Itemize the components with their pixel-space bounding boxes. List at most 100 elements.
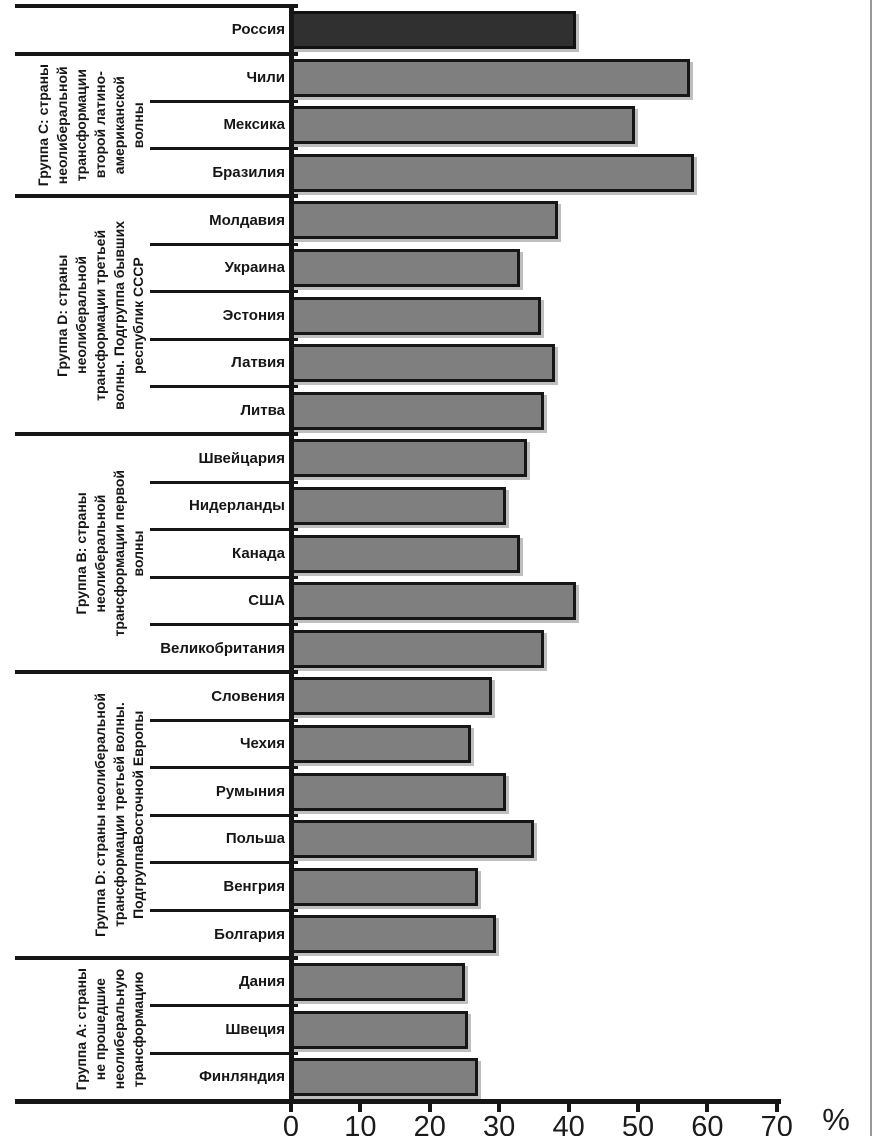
bar <box>291 487 507 525</box>
country-label: Литва <box>240 402 285 420</box>
country-label: Великобритания <box>160 640 285 658</box>
x-axis-line <box>15 1099 781 1104</box>
country-separator-line <box>150 337 298 341</box>
country-label: Швеция <box>225 1020 285 1038</box>
bar <box>291 344 555 383</box>
bar <box>291 58 691 97</box>
country-separator-line <box>150 1004 298 1008</box>
x-axis-tick-label: 60 <box>691 1111 724 1136</box>
group-label-text: Группа D: страны неолиберальной трансфор… <box>92 693 146 938</box>
country-label: Чехия <box>240 735 285 753</box>
bar <box>291 1058 479 1097</box>
bar <box>291 153 694 192</box>
x-axis-tick <box>566 1104 571 1112</box>
country-label: Венгрия <box>223 878 285 896</box>
group-label: Группа D: страны неолиберальной трансфор… <box>15 672 148 958</box>
group-label-text: Группа D: страны неолиберальной трансфор… <box>54 220 146 410</box>
x-axis-tick-label: 40 <box>552 1111 585 1136</box>
group-separator-line <box>15 194 298 199</box>
country-separator-line <box>150 242 298 246</box>
group-separator-line <box>15 51 298 56</box>
bar <box>291 629 545 668</box>
country-separator-line <box>150 147 298 151</box>
bar <box>291 1010 468 1049</box>
group-label: Группа D: страны неолиберальной трансфор… <box>15 196 148 434</box>
bar <box>291 963 465 1001</box>
bar <box>291 249 521 287</box>
country-label: Словения <box>211 687 285 705</box>
country-label: Бразилия <box>212 164 285 182</box>
bar <box>291 867 479 906</box>
page-edge-line <box>870 0 872 1136</box>
country-separator-line <box>150 908 298 912</box>
x-axis-tick-label: 30 <box>483 1111 516 1136</box>
country-separator-line <box>150 528 298 532</box>
country-label: Швейцария <box>198 449 285 467</box>
country-label: Нидерланды <box>189 497 285 515</box>
country-label: Финляндия <box>199 1068 285 1086</box>
country-separator-line <box>150 718 298 722</box>
x-axis-tick <box>705 1104 710 1112</box>
x-axis-tick-label: 20 <box>413 1111 446 1136</box>
country-label: Чили <box>246 68 285 86</box>
x-axis-unit-label: % <box>822 1102 850 1136</box>
bar <box>291 439 527 478</box>
country-separator-line <box>150 1051 298 1055</box>
x-axis-tick <box>427 1104 432 1112</box>
x-axis-tick-label: 10 <box>344 1111 377 1136</box>
group-separator-line <box>15 956 298 960</box>
country-label: Канада <box>232 544 285 562</box>
country-label: Дания <box>238 973 285 991</box>
group-separator-line <box>15 670 298 675</box>
bar <box>291 772 507 811</box>
x-axis-tick <box>358 1104 363 1112</box>
country-separator-line <box>150 385 298 389</box>
bar <box>291 677 493 716</box>
x-axis-tick <box>774 1104 779 1112</box>
y-axis-line <box>289 6 294 1104</box>
group-label-text: Группа A: страны не прошедшие неолиберал… <box>73 968 146 1091</box>
group-label: Группа C: страны неолиберальной трансфор… <box>15 54 148 197</box>
country-separator-line <box>150 99 298 103</box>
group-label: Группа A: страны не прошедшие неолиберал… <box>15 958 148 1101</box>
country-separator-line <box>150 766 298 770</box>
country-label: Украина <box>224 259 285 277</box>
x-axis-tick <box>497 1104 502 1112</box>
group-label-text: Группа C: страны неолиберальной трансфор… <box>35 63 146 187</box>
country-label: Молдавия <box>209 211 285 229</box>
country-label: Румыния <box>215 782 285 800</box>
bar <box>291 296 541 335</box>
bar <box>291 820 534 859</box>
country-label: Мексика <box>223 116 285 134</box>
group-separator-line <box>15 4 298 8</box>
bar <box>291 534 521 573</box>
country-label: Россия <box>231 21 285 39</box>
bar <box>291 582 576 621</box>
x-axis-tick-label: 70 <box>760 1111 793 1136</box>
country-label: Болгария <box>214 925 285 943</box>
bar <box>291 725 472 763</box>
country-label: Польша <box>225 830 285 848</box>
country-separator-line <box>150 575 298 579</box>
bar <box>291 915 496 954</box>
bar <box>291 106 635 145</box>
country-separator-line <box>150 861 298 865</box>
country-label: Латвия <box>231 354 285 372</box>
x-axis-tick-label: 50 <box>621 1111 655 1136</box>
bar <box>291 201 559 240</box>
x-axis-tick <box>289 1104 293 1112</box>
country-separator-line <box>150 480 298 484</box>
group-label: Группа B: страны неолиберальной трансфор… <box>15 434 148 672</box>
country-separator-line <box>150 290 298 294</box>
country-label: США <box>248 592 285 610</box>
group-separator-line <box>15 432 298 437</box>
bar <box>291 11 576 49</box>
country-label: Эстония <box>222 306 285 324</box>
country-separator-line <box>150 813 298 817</box>
x-axis-tick-label: 0 <box>282 1111 300 1136</box>
x-axis-tick <box>636 1104 640 1112</box>
country-separator-line <box>150 623 298 627</box>
bar <box>291 391 545 430</box>
group-label-text: Группа B: страны неолиберальной трансфор… <box>73 470 146 637</box>
